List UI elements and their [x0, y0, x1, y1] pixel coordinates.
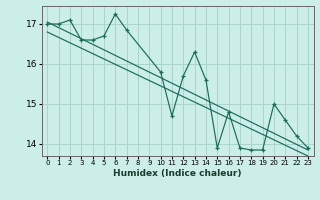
X-axis label: Humidex (Indice chaleur): Humidex (Indice chaleur)	[113, 169, 242, 178]
